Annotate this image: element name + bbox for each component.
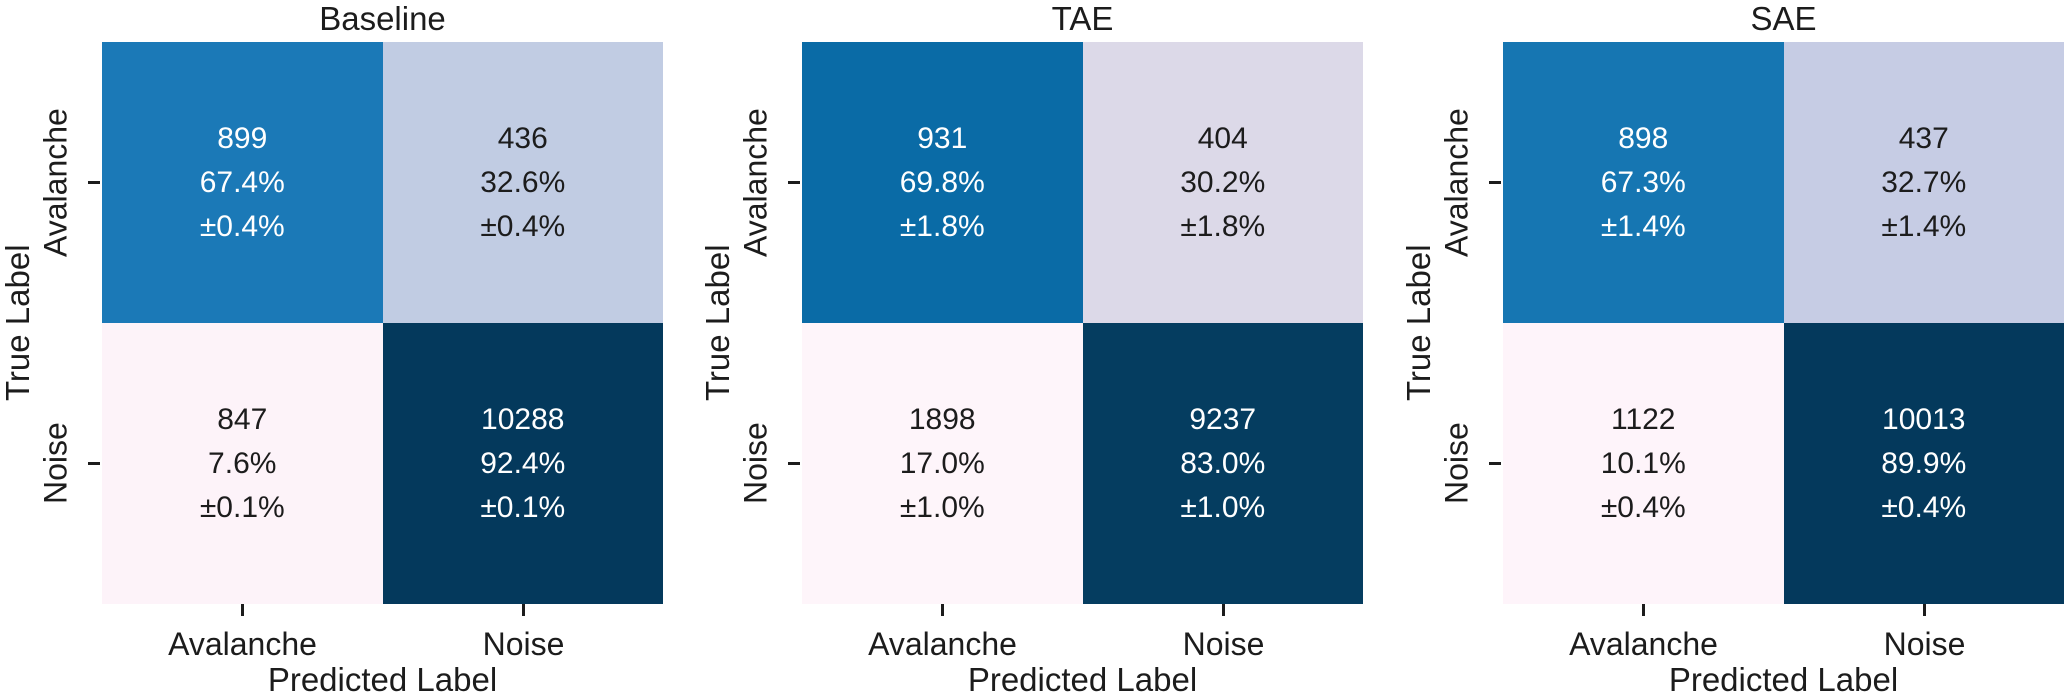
cell-percent: 89.9% [1881,446,1967,480]
y-tick-mark [1489,181,1501,184]
heatmap-sae: 898 67.3% ±1.4% 437 32.7% ±1.4% 1122 10.… [1503,42,2064,604]
cell-error: ±1.4% [1881,209,1967,243]
cell-percent: 17.0% [899,446,985,480]
cell-error: ±0.4% [1600,490,1686,524]
y-tick-mark [788,181,800,184]
cell-error: ±0.4% [1881,490,1967,524]
y-tick-label-noise: Noise [1438,422,1475,505]
cell-percent: 7.6% [208,446,277,480]
x-tick-mark [1222,604,1225,616]
x-tick-mark [1923,604,1926,616]
x-axis-label: Predicted Label [267,661,498,698]
cell-error: ±1.4% [1600,209,1686,243]
cell-count: 10288 [481,402,565,436]
cell-percent: 67.3% [1600,165,1686,199]
y-axis-label: True Label [699,244,736,402]
cell-count: 404 [1197,121,1248,155]
matrix-cell-true-noise-pred-noise: 10013 89.9% ±0.4% [1783,323,2064,604]
matrix-cell-true-avalanche-pred-noise: 437 32.7% ±1.4% [1783,42,2064,323]
heatmap-baseline: 899 67.4% ±0.4% 436 32.6% ±0.4% 847 7.6%… [102,42,663,604]
y-tick-mark [1489,462,1501,465]
cell-error: ±0.1% [480,490,566,524]
y-tick-mark [788,462,800,465]
x-tick-label-avalanche: Avalanche [168,626,317,662]
matrix-cell-true-avalanche-pred-avalanche: 899 67.4% ±0.4% [102,42,383,323]
x-tick-label-noise: Noise [1883,626,1966,662]
x-tick-label-noise: Noise [1182,626,1265,662]
cell-count: 437 [1898,121,1949,155]
matrix-cell-true-avalanche-pred-avalanche: 931 69.8% ±1.8% [802,42,1083,323]
cell-percent: 83.0% [1180,446,1266,480]
cell-count: 931 [917,121,968,155]
cell-percent: 92.4% [480,446,566,480]
matrix-cell-true-noise-pred-noise: 9237 83.0% ±1.0% [1082,323,1363,604]
x-axis-label: Predicted Label [967,661,1198,698]
cell-error: ±1.0% [1180,490,1266,524]
y-tick-label-noise: Noise [737,422,774,505]
y-tick-label-avalanche: Avalanche [737,108,774,257]
matrix-cell-true-noise-pred-noise: 10288 92.4% ±0.1% [382,323,663,604]
matrix-cell-true-avalanche-pred-noise: 436 32.6% ±0.4% [382,42,663,323]
cell-error: ±1.0% [899,490,985,524]
y-axis-label: True Label [1400,244,1437,402]
cell-error: ±1.8% [899,209,985,243]
y-tick-mark [88,462,100,465]
cell-percent: 30.2% [1180,165,1266,199]
x-tick-label-noise: Noise [482,626,565,662]
cell-count: 898 [1618,121,1669,155]
y-tick-label-avalanche: Avalanche [1438,108,1475,257]
x-tick-mark [941,604,944,616]
panel-title: SAE [1750,0,1817,37]
matrix-cell-true-avalanche-pred-noise: 404 30.2% ±1.8% [1082,42,1363,323]
cell-percent: 32.6% [480,165,566,199]
panel-title: TAE [1051,0,1114,37]
heatmap-tae: 931 69.8% ±1.8% 404 30.2% ±1.8% 1898 17.… [802,42,1363,604]
cell-error: ±0.4% [199,209,285,243]
matrix-cell-true-noise-pred-avalanche: 1898 17.0% ±1.0% [802,323,1083,604]
panel-baseline: Baseline True Label Avalanche Noise 899 … [0,0,663,699]
x-tick-mark [241,604,244,616]
matrix-cell-true-avalanche-pred-avalanche: 898 67.3% ±1.4% [1503,42,1784,323]
x-tick-mark [1642,604,1645,616]
y-tick-label-avalanche: Avalanche [37,108,74,257]
cell-count: 10013 [1882,402,1966,436]
cell-error: ±1.8% [1180,209,1266,243]
x-tick-label-avalanche: Avalanche [1569,626,1718,662]
panel-tae: TAE True Label Avalanche Noise 931 69.8%… [699,0,1363,699]
cell-count: 436 [497,121,548,155]
matrix-cell-true-noise-pred-avalanche: 847 7.6% ±0.1% [102,323,383,604]
cell-percent: 10.1% [1600,446,1686,480]
cell-count: 899 [217,121,268,155]
matrix-cell-true-noise-pred-avalanche: 1122 10.1% ±0.4% [1503,323,1784,604]
cell-count: 1898 [908,402,976,436]
y-axis-label: True Label [0,244,36,402]
x-tick-label-avalanche: Avalanche [868,626,1017,662]
panel-title: Baseline [319,0,446,37]
cell-error: ±0.4% [480,209,566,243]
cell-count: 847 [217,402,268,436]
cell-count: 9237 [1189,402,1257,436]
cell-percent: 69.8% [899,165,985,199]
cell-percent: 32.7% [1881,165,1967,199]
cell-count: 1122 [1610,402,1676,436]
panel-sae: SAE True Label Avalanche Noise 898 67.3%… [1400,0,2064,699]
y-tick-mark [88,181,100,184]
y-tick-label-noise: Noise [37,422,74,505]
x-tick-mark [522,604,525,616]
cell-percent: 67.4% [199,165,285,199]
x-axis-label: Predicted Label [1668,661,1899,698]
cell-error: ±0.1% [199,490,285,524]
